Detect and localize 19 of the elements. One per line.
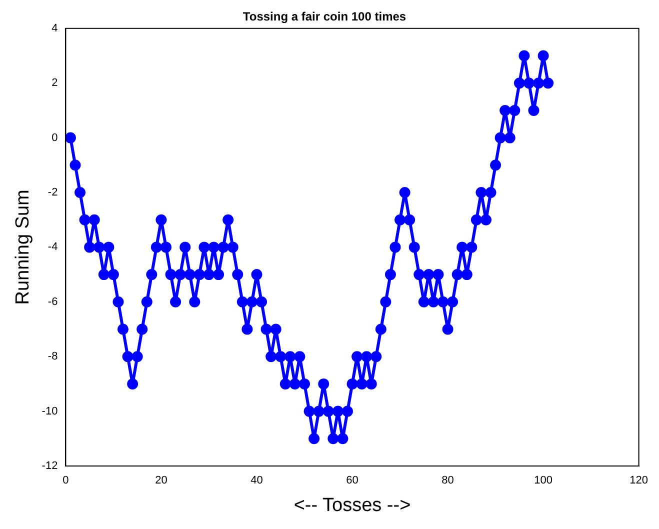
y-tick-label: 2 xyxy=(52,77,58,90)
x-tick-label: 40 xyxy=(250,474,263,487)
y-tick-label: -10 xyxy=(42,405,58,418)
y-tick-label: -12 xyxy=(42,460,58,472)
x-tick-label: 20 xyxy=(155,474,168,487)
x-tick-label: 80 xyxy=(442,474,454,487)
y-tick-label: 0 xyxy=(52,132,58,144)
x-axis-title: <-- Tosses --> xyxy=(294,494,411,516)
chart-title: Tossing a fair coin 100 times xyxy=(242,10,406,24)
x-tick-label: 100 xyxy=(534,474,552,487)
x-tick-label: 120 xyxy=(630,474,648,487)
y-tick-label: -6 xyxy=(48,296,58,308)
x-tick-label: 60 xyxy=(346,474,358,487)
x-tick-label: 0 xyxy=(62,474,69,487)
y-tick-label: -8 xyxy=(48,350,58,363)
y-axis-title: Running Sum xyxy=(12,190,34,305)
y-tick-label: -4 xyxy=(48,241,58,254)
y-tick-label: -2 xyxy=(48,186,58,199)
y-tick-label: 4 xyxy=(52,22,58,34)
